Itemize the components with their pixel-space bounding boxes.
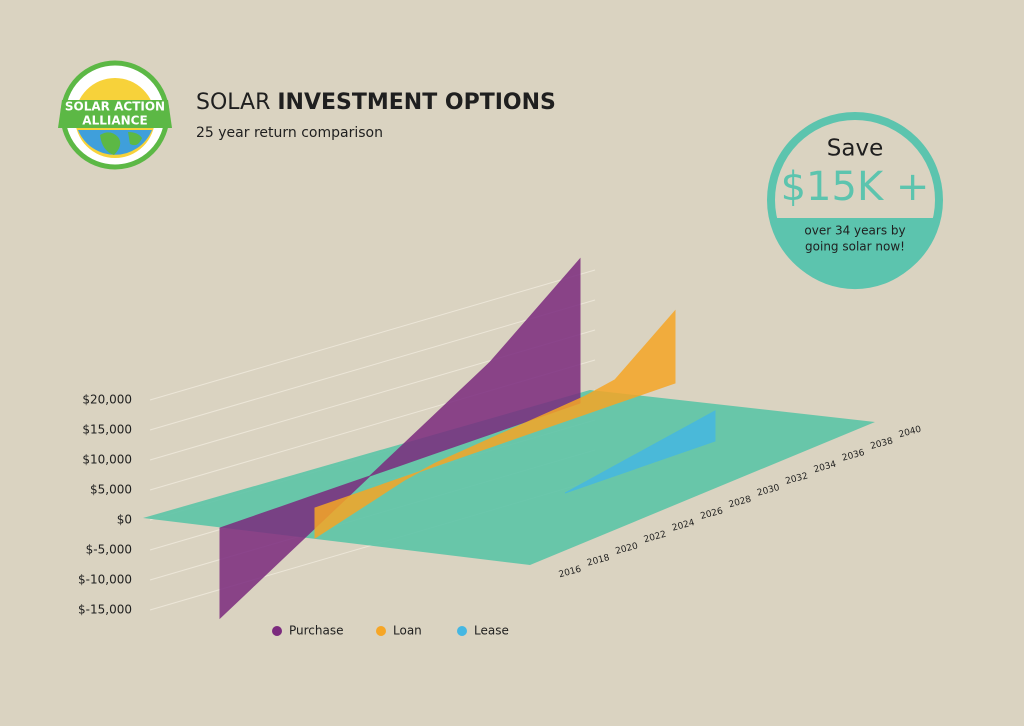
y-tick-label: $10,000 bbox=[82, 453, 132, 467]
y-tick-label: $-10,000 bbox=[78, 573, 132, 587]
legend-swatch bbox=[376, 626, 386, 636]
y-tick-label: $15,000 bbox=[82, 423, 132, 437]
y-tick-label: $5,000 bbox=[90, 483, 132, 497]
badge-note: going solar now! bbox=[805, 240, 905, 254]
y-tick-label: $0 bbox=[117, 513, 132, 527]
legend-label: Loan bbox=[393, 624, 422, 638]
logo-banner bbox=[58, 100, 172, 128]
y-tick-label: $-5,000 bbox=[86, 543, 132, 557]
logo-text: SOLAR ACTION bbox=[65, 100, 165, 114]
badge-note: over 34 years by bbox=[804, 224, 905, 238]
chart-title: SOLAR INVESTMENT OPTIONS bbox=[196, 90, 556, 115]
badge: Save $15K + over 34 years by going solar… bbox=[767, 112, 943, 290]
series-ribbon bbox=[564, 410, 716, 494]
series-ribbon bbox=[314, 309, 676, 539]
logo-land bbox=[100, 132, 142, 155]
grid-line bbox=[149, 269, 596, 401]
y-tick-label: $-15,000 bbox=[78, 603, 132, 617]
legend-label: Purchase bbox=[289, 624, 344, 638]
chart-subtitle: 25 year return comparison bbox=[196, 125, 383, 141]
badge-band bbox=[772, 218, 938, 290]
logo-text: ALLIANCE bbox=[82, 114, 147, 128]
logo: SOLAR ACTION ALLIANCE bbox=[58, 60, 172, 170]
legend-swatch bbox=[272, 626, 282, 636]
grid-line bbox=[149, 299, 596, 431]
y-tick-label: $20,000 bbox=[82, 393, 132, 407]
legend-label: Lease bbox=[474, 624, 509, 638]
badge-top: Save bbox=[827, 136, 883, 162]
legend-swatch bbox=[457, 626, 467, 636]
badge-value: $15K + bbox=[781, 164, 930, 210]
